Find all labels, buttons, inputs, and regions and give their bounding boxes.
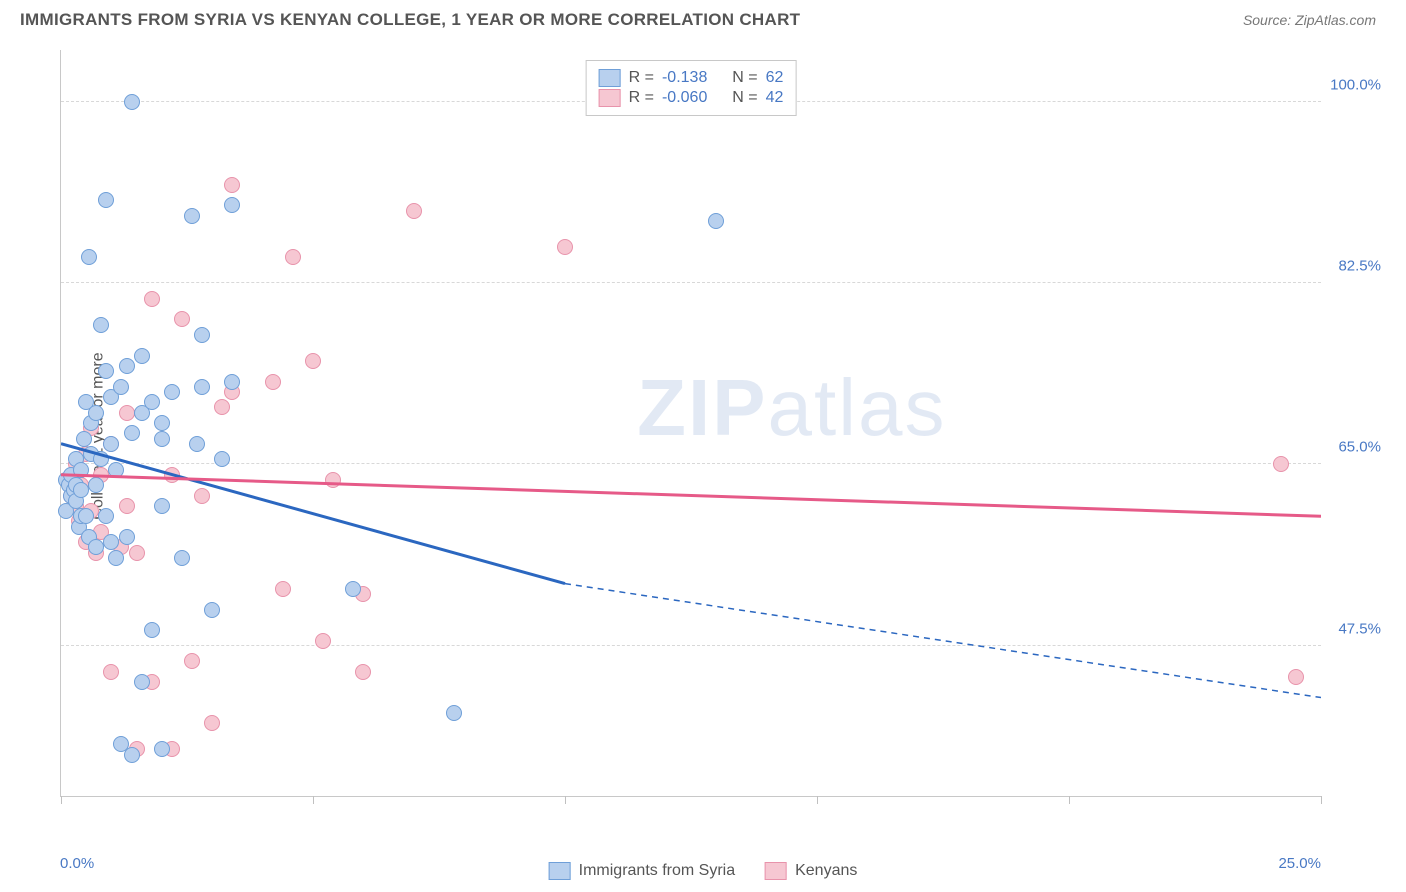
data-point-kenyans [119,498,135,514]
y-tick-label: 100.0% [1330,76,1381,93]
x-tick [61,796,62,804]
y-tick-label: 82.5% [1338,258,1381,275]
data-point-syria [93,317,109,333]
source-attribution: Source: ZipAtlas.com [1243,12,1376,28]
legend-swatch-syria [599,69,621,87]
data-point-syria [81,249,97,265]
gridline [61,463,1321,464]
data-point-syria [78,508,94,524]
x-tick [565,796,566,804]
data-point-syria [154,431,170,447]
data-point-kenyans [355,664,371,680]
data-point-syria [134,674,150,690]
data-point-syria [119,529,135,545]
data-point-syria [103,534,119,550]
legend-swatch-kenyans [599,89,621,107]
data-point-syria [446,705,462,721]
data-point-syria [88,539,104,555]
x-tick [313,796,314,804]
data-point-syria [73,462,89,478]
data-point-syria [184,208,200,224]
data-point-syria [124,425,140,441]
data-point-kenyans [315,633,331,649]
data-point-kenyans [174,311,190,327]
data-point-kenyans [305,353,321,369]
data-point-syria [154,741,170,757]
legend-label-syria: Immigrants from Syria [579,862,735,880]
data-point-kenyans [275,581,291,597]
legend-label-kenyans: Kenyans [795,862,857,880]
data-point-syria [144,622,160,638]
data-point-syria [345,581,361,597]
data-point-syria [154,498,170,514]
data-point-kenyans [265,374,281,390]
data-point-syria [224,374,240,390]
data-point-syria [189,436,205,452]
data-point-kenyans [129,545,145,561]
x-axis-max-label: 25.0% [1278,855,1321,872]
data-point-syria [164,384,180,400]
data-point-syria [98,192,114,208]
plot-region: ZIPatlas R = -0.138 N = 62 R = -0.060 N … [60,50,1321,797]
data-point-syria [73,482,89,498]
data-point-syria [124,747,140,763]
data-point-syria [154,415,170,431]
data-point-kenyans [144,291,160,307]
data-point-syria [708,213,724,229]
chart-area: College, 1 year or more ZIPatlas R = -0.… [50,50,1386,822]
legend-swatch-syria [549,862,571,880]
data-point-kenyans [224,177,240,193]
data-point-syria [204,602,220,618]
data-point-syria [119,358,135,374]
chart-title: IMMIGRANTS FROM SYRIA VS KENYAN COLLEGE,… [20,10,800,30]
data-point-syria [76,431,92,447]
data-point-kenyans [194,488,210,504]
data-point-syria [98,363,114,379]
data-point-syria [224,197,240,213]
data-point-syria [194,327,210,343]
data-point-kenyans [103,664,119,680]
watermark: ZIPatlas [637,362,946,454]
data-point-syria [88,405,104,421]
data-point-kenyans [119,405,135,421]
data-point-kenyans [1288,669,1304,685]
data-point-syria [174,550,190,566]
data-point-syria [144,394,160,410]
x-tick [1321,796,1322,804]
data-point-syria [113,379,129,395]
data-point-kenyans [184,653,200,669]
data-point-kenyans [325,472,341,488]
y-tick-label: 65.0% [1338,439,1381,456]
data-point-syria [214,451,230,467]
legend-stats: R = -0.138 N = 62 R = -0.060 N = 42 [586,60,797,116]
data-point-kenyans [204,715,220,731]
data-point-syria [108,550,124,566]
data-point-kenyans [164,467,180,483]
data-point-syria [194,379,210,395]
legend-series: Immigrants from Syria Kenyans [549,862,858,880]
data-point-syria [98,508,114,524]
gridline [61,282,1321,283]
data-point-kenyans [285,249,301,265]
data-point-syria [88,477,104,493]
x-axis-min-label: 0.0% [60,855,94,872]
data-point-kenyans [557,239,573,255]
data-point-syria [103,436,119,452]
y-tick-label: 47.5% [1338,620,1381,637]
gridline [61,645,1321,646]
legend-swatch-kenyans [765,862,787,880]
data-point-syria [124,94,140,110]
x-tick [1069,796,1070,804]
data-point-kenyans [406,203,422,219]
data-point-kenyans [1273,456,1289,472]
data-point-syria [93,451,109,467]
x-tick [817,796,818,804]
data-point-syria [108,462,124,478]
data-point-kenyans [214,399,230,415]
data-point-syria [134,348,150,364]
